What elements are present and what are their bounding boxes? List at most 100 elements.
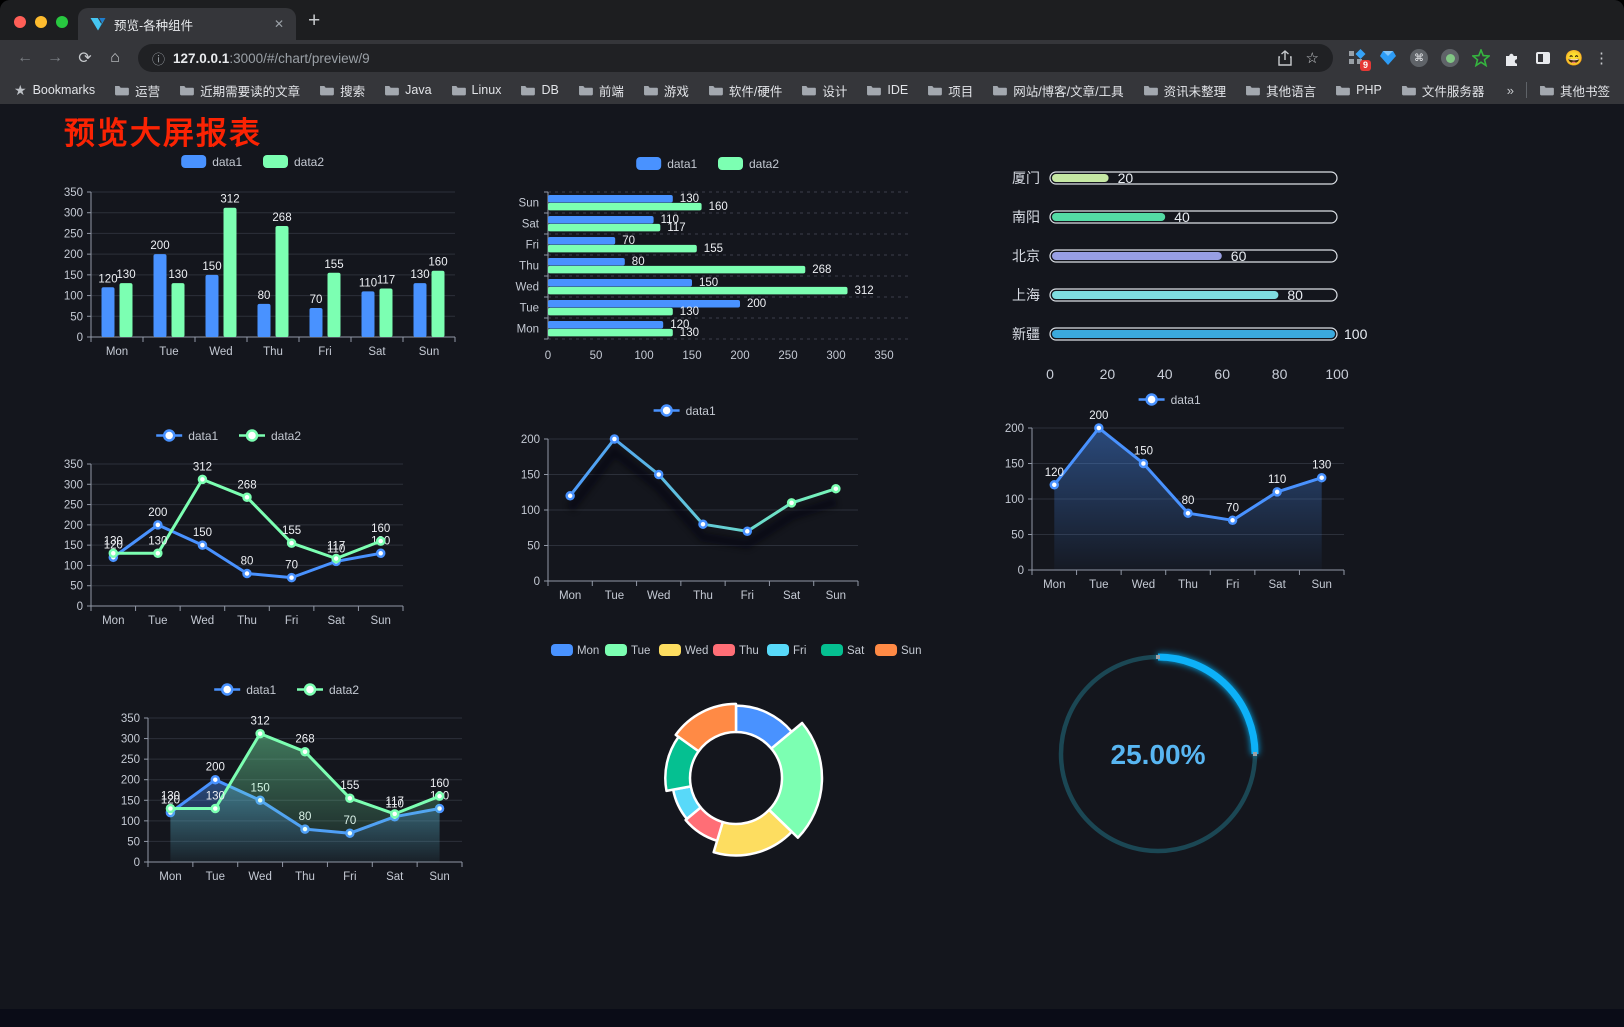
svg-text:300: 300 [64,479,83,491]
svg-text:80: 80 [1272,366,1288,382]
rose-pie-chart[interactable]: Mon Tue Wed Thu Fri Sat Sun [545,638,927,882]
horizontal-bar-chart[interactable]: data1 data2 Mon 120 130 Tue 200 130 Wed 150 312 Thu… [500,152,920,366]
bookmark-star-icon[interactable]: ☆ [1305,50,1319,67]
new-tab-button[interactable]: + [308,9,321,32]
gem-extension-icon[interactable] [1378,48,1398,68]
svg-text:Sat: Sat [783,590,801,602]
grouped-bar-chart[interactable]: data1 data2 0 50 100 150 200 250 300 350 Mon Tue Wed… [45,150,465,366]
address-bar[interactable]: ⓘ 127.0.0.1:3000/#/chart/preview/9 ☆ [138,44,1333,72]
minimize-window-icon[interactable] [35,16,47,28]
svg-text:200: 200 [747,298,766,310]
svg-text:200: 200 [150,240,169,252]
bookmarks-overflow-icon[interactable]: » [1506,82,1514,98]
svg-text:Sun: Sun [901,645,921,657]
svg-text:100: 100 [1005,494,1024,506]
bookmark-folder[interactable]: 运营 [114,81,160,100]
city-progress-canvas[interactable]: 厦门 20 南阳 40 北京 60 上海 80 新疆 100 0 20 40 60 80 100 [988,160,1373,388]
browser-tab[interactable]: 预览-各种组件 ✕ [78,8,296,40]
bookmark-folder[interactable]: 近期需要读的文章 [179,81,300,100]
two-series-line-chart[interactable]: data1 data2 0 50 100 150 200 250 300 350 Mon Tue Wed… [45,424,417,636]
extensions-row: 9 ⌘ [1341,48,1590,71]
bookmark-folder[interactable]: 资讯未整理 [1143,81,1226,100]
bookmark-folder[interactable]: 项目 [927,81,973,100]
gem-icon [1380,51,1396,65]
svg-text:312: 312 [220,194,239,206]
svg-text:120: 120 [161,795,180,807]
reload-icon[interactable]: ⟳ [78,50,92,67]
back-icon[interactable]: ← [17,49,33,66]
progress-gauge-canvas[interactable]: 25.00% [1056,648,1260,862]
bookmark-folder[interactable]: 搜索 [319,81,365,100]
svg-text:25.00%: 25.00% [1111,739,1206,770]
bookmark-folder[interactable]: 软件/硬件 [708,81,782,100]
bookmarks-manager[interactable]: ★ Bookmarks [14,82,95,99]
svg-text:Mon: Mon [102,615,124,627]
gradient-line-canvas[interactable]: data1 0 50 100 150 200 Mon Tue Wed Thu Fri Sat Sun [502,399,872,611]
svg-text:110: 110 [661,214,679,226]
bookmark-folder[interactable]: 文件服务器 [1401,81,1484,100]
city-progress-chart[interactable]: 厦门 20 南阳 40 北京 60 上海 80 新疆 100 0 20 40 60 80 100 [988,160,1373,388]
bookmark-folder[interactable]: Linux [451,81,501,100]
collector-extension-icon[interactable]: 9 [1347,48,1371,71]
bookmark-folder-label: PHP [1356,83,1382,97]
svg-text:117: 117 [377,275,395,287]
bookmark-folder[interactable]: IDE [866,81,908,100]
bookmark-folder[interactable]: 游戏 [643,81,689,100]
svg-text:312: 312 [193,461,212,473]
grouped-bar-canvas[interactable]: data1 data2 0 50 100 150 200 250 300 350 Mon Tue Wed… [45,150,465,366]
browser-menu-icon[interactable]: ⋮ [1594,50,1610,67]
svg-text:Fri: Fri [741,590,754,602]
two-area-canvas[interactable]: data1 data2 0 50 100 150 200 250 300 350 Mon Tue Wed… [102,678,476,892]
gradient-line-chart[interactable]: data1 0 50 100 150 200 Mon Tue Wed Thu Fri Sat Sun [502,399,872,611]
bookmark-folder[interactable]: DB [520,81,559,100]
folder-icon [385,86,400,96]
svg-text:Wed: Wed [209,346,232,358]
bookmark-folder[interactable]: 前端 [578,81,624,100]
svg-text:0: 0 [1018,565,1024,577]
rose-pie-canvas[interactable]: Mon Tue Wed Thu Fri Sat Sun [545,638,927,882]
two-series-area-chart[interactable]: data1 data2 0 50 100 150 200 250 300 350 Mon Tue Wed… [102,678,476,892]
svg-text:200: 200 [148,507,167,519]
page-bottom-strip [0,1009,1624,1027]
svg-text:350: 350 [121,713,140,725]
site-info-icon[interactable]: ⓘ [152,51,166,67]
maximize-window-icon[interactable] [56,16,68,28]
progress-gauge-chart[interactable]: 25.00% [1056,648,1260,862]
svg-text:Sat: Sat [1269,579,1287,591]
puzzle-extension-icon[interactable] [1502,48,1522,68]
close-window-icon[interactable] [14,16,26,28]
svg-text:130: 130 [206,791,225,803]
svg-text:70: 70 [1226,502,1239,514]
svg-text:Sat: Sat [328,615,346,627]
dashboard-content: 预览大屏报表 data1 data2 0 50 100 150 200 250 300 350 Mo… [0,104,1624,1027]
command-extension-icon[interactable]: ⌘ [1409,48,1429,68]
svg-text:Thu: Thu [263,346,283,358]
folder-icon [320,86,335,96]
emoji-extension-icon[interactable]: 😄 [1564,48,1584,68]
tab-close-icon[interactable]: ✕ [273,17,284,31]
bookmark-folder-label: IDE [887,83,909,97]
area-line-chart[interactable]: data1 0 50 100 150 200 Mon Tue Wed Thu Fri Sat Sun 12… [986,388,1358,600]
home-icon[interactable]: ⌂ [110,49,120,66]
svg-text:120: 120 [104,539,123,551]
browser-toolbar: ← → ⟳ ⌂ ⓘ 127.0.0.1:3000/#/chart/preview… [0,40,1624,76]
bookmark-folder[interactable]: 其他语言 [1245,81,1316,100]
forward-icon[interactable]: → [47,49,63,66]
tab-title: 预览-各种组件 [114,18,194,33]
bookmark-folder[interactable]: 网站/博客/文章/工具 [992,81,1124,100]
folder-icon [451,86,466,96]
other-bookmarks-label: 其他书签 [1559,84,1610,99]
bookmark-folder[interactable]: Java [384,81,432,100]
recorder-extension-icon[interactable] [1440,48,1460,68]
svg-text:Fri: Fri [285,615,298,627]
green-star-extension-icon[interactable] [1471,48,1491,68]
area-line-canvas[interactable]: data1 0 50 100 150 200 Mon Tue Wed Thu Fri Sat Sun 12… [986,388,1358,600]
bookmark-folder[interactable]: PHP [1335,81,1382,100]
sidebar-extension-icon[interactable] [1533,48,1553,68]
bookmark-folder[interactable]: 设计 [801,81,847,100]
svg-text:160: 160 [709,201,728,213]
two-line-canvas[interactable]: data1 data2 0 50 100 150 200 250 300 350 Mon Tue Wed… [45,424,417,636]
other-bookmarks[interactable]: 其他书签 [1539,81,1610,100]
share-icon[interactable] [1277,50,1292,66]
